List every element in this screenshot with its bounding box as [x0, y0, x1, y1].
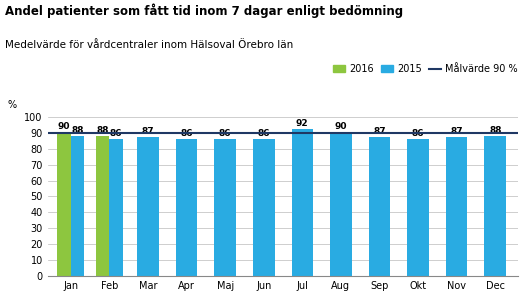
Text: 86: 86	[219, 129, 231, 138]
Text: 87: 87	[450, 127, 463, 136]
Bar	[330, 133, 352, 276]
Text: Medelvärde för vårdcentraler inom Hälsoval Örebro län: Medelvärde för vårdcentraler inom Hälsov…	[5, 40, 294, 50]
Bar	[110, 139, 123, 276]
Bar	[407, 139, 429, 276]
Bar	[176, 139, 197, 276]
Text: 86: 86	[258, 129, 270, 138]
Legend: 2016, 2015, Målvärde 90 %: 2016, 2015, Målvärde 90 %	[330, 60, 522, 78]
Bar	[369, 138, 390, 276]
Text: 92: 92	[296, 119, 308, 128]
Text: 86: 86	[180, 129, 193, 138]
Text: 87: 87	[142, 127, 154, 136]
Bar	[96, 136, 110, 276]
Bar	[137, 138, 159, 276]
Text: 88: 88	[71, 126, 84, 134]
Bar	[291, 130, 313, 276]
Text: 87: 87	[373, 127, 386, 136]
Bar	[446, 138, 468, 276]
Bar	[253, 139, 275, 276]
Text: 90: 90	[58, 122, 70, 131]
Text: Andel patienter som fått tid inom 7 dagar enligt bedömning: Andel patienter som fått tid inom 7 daga…	[5, 3, 404, 17]
Text: 88: 88	[489, 126, 501, 134]
Text: 88: 88	[96, 126, 109, 134]
Text: 86: 86	[110, 129, 122, 138]
Text: 90: 90	[335, 122, 347, 131]
Bar	[57, 133, 71, 276]
Text: %: %	[7, 100, 17, 110]
Text: 86: 86	[412, 129, 424, 138]
Bar	[485, 136, 506, 276]
Bar	[214, 139, 236, 276]
Bar	[71, 136, 84, 276]
